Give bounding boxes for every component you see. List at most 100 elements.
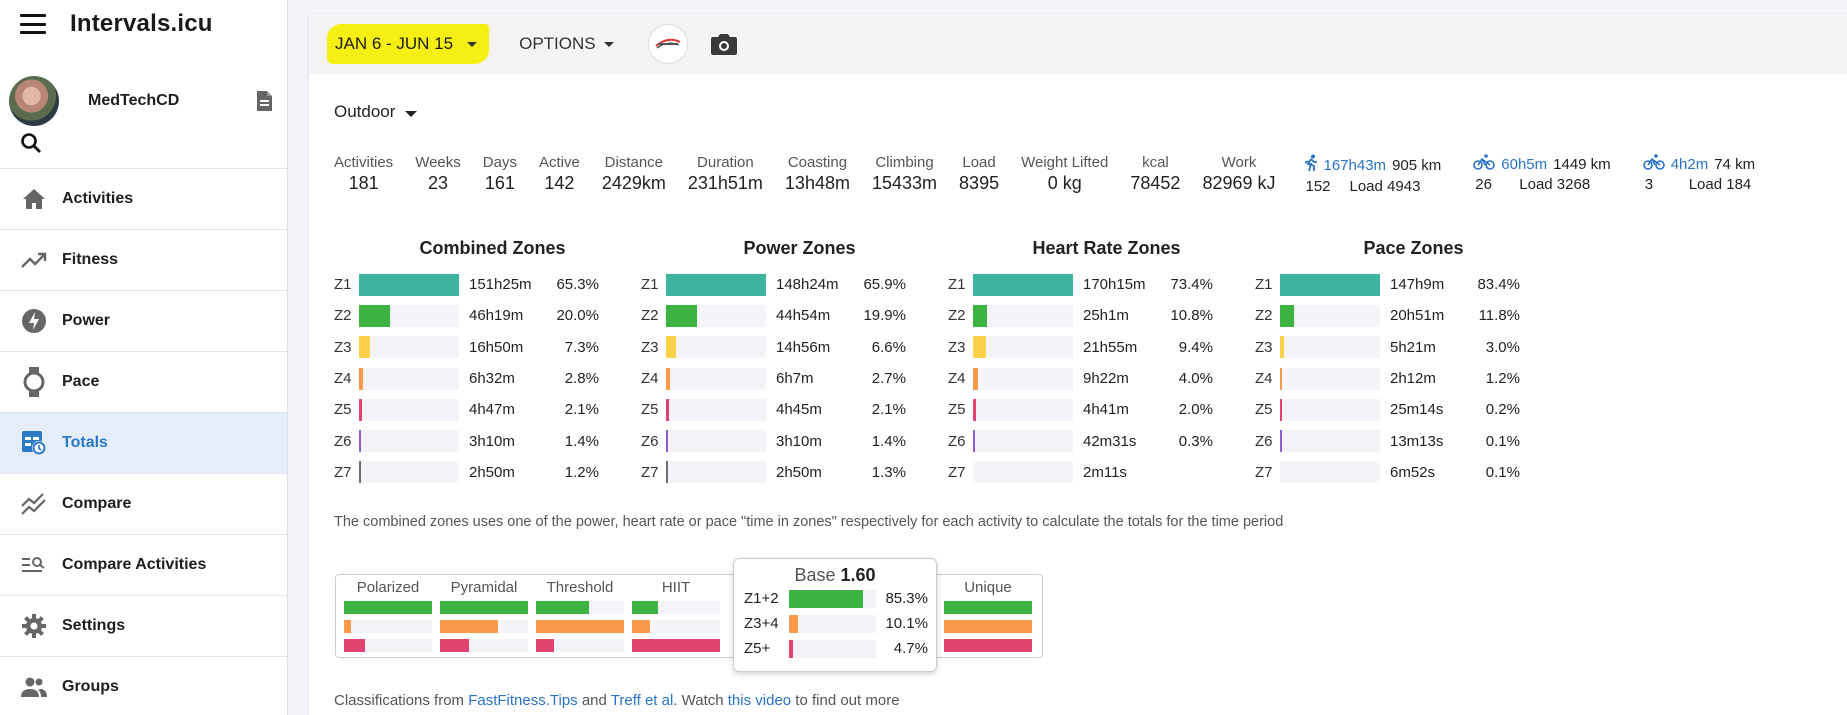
zone-bar-fill bbox=[666, 336, 676, 359]
camera-icon[interactable] bbox=[710, 32, 738, 56]
sidebar-item-pace[interactable]: Pace bbox=[0, 352, 287, 413]
sport-summary[interactable]: 60h5m 1449 km 26 Load 3268 bbox=[1473, 154, 1611, 195]
zone-row: Z1 148h24m 65.9% bbox=[641, 269, 948, 300]
chevron-down-icon bbox=[603, 41, 614, 47]
classification-pyramidal[interactable]: Pyramidal bbox=[440, 579, 528, 658]
menu-icon[interactable] bbox=[20, 14, 46, 34]
stat-days: Days 161 bbox=[483, 154, 517, 195]
zone-label: Z4 bbox=[948, 370, 966, 388]
classification-unique[interactable]: Unique bbox=[944, 579, 1032, 658]
sport-load: Load 4943 bbox=[1349, 178, 1421, 195]
sport-time[interactable]: 167h43m bbox=[1323, 156, 1387, 174]
zone-percent: 2.1% bbox=[564, 401, 599, 419]
sidebar-item-label: Groups bbox=[62, 678, 119, 695]
zone-bar bbox=[973, 430, 1073, 453]
stats-row: Activities 181 Weeks 23 Days 161 Active 142 Dist… bbox=[334, 154, 1781, 195]
zone-time: 42m31s bbox=[1083, 432, 1137, 450]
tooltip-bar bbox=[789, 614, 876, 633]
zone-bar bbox=[359, 367, 459, 390]
sidebar-search[interactable] bbox=[0, 128, 287, 158]
run-icon bbox=[1304, 154, 1318, 176]
zone-label: Z4 bbox=[334, 370, 352, 388]
stat-label: Load bbox=[962, 154, 996, 171]
zone-table-pace-zones: Pace Zones Z1 147h9m 83.4% Z2 20h51m 11.8% Z3 5h… bbox=[1255, 238, 1562, 488]
zone-label: Z1 bbox=[1255, 276, 1273, 294]
zone-percent: 0.1% bbox=[1485, 432, 1520, 450]
zone-bar bbox=[359, 304, 459, 327]
classifications-box: Polarized Pyramidal Threshold HIIT Unique bbox=[335, 574, 1043, 658]
sport-count: 152 bbox=[1305, 178, 1331, 195]
sport-summary-bottom: 26 Load 3268 bbox=[1473, 176, 1610, 193]
fastfitness-link[interactable]: FastFitness.Tips bbox=[468, 692, 578, 709]
combined-zones-note: The combined zones uses one of the power… bbox=[334, 514, 1284, 530]
zone-percent: 20.0% bbox=[556, 307, 599, 325]
classification-hiit[interactable]: HIIT bbox=[632, 579, 720, 658]
stat-label: Weight Lifted bbox=[1021, 154, 1109, 171]
zone-bar-fill bbox=[1280, 304, 1294, 327]
sidebar-item-settings[interactable]: Settings bbox=[0, 596, 287, 657]
stat-value: 13h48m bbox=[784, 173, 850, 193]
zone-percent: 0.3% bbox=[1178, 432, 1213, 450]
sport-summary[interactable]: 4h2m 74 km 3 Load 184 bbox=[1642, 154, 1755, 195]
zone-time: 14h56m bbox=[776, 338, 831, 356]
stat-label: Activities bbox=[334, 154, 394, 171]
zone-percent: 2.7% bbox=[871, 370, 906, 388]
date-range-button[interactable]: JAN 6 - JUN 15 bbox=[327, 24, 490, 64]
zone-percent: 1.3% bbox=[871, 463, 906, 481]
zone-bar-fill bbox=[1280, 367, 1282, 390]
sport-count: 3 bbox=[1644, 176, 1654, 193]
classification-label: Threshold bbox=[546, 579, 614, 596]
sport-time[interactable]: 60h5m bbox=[1501, 155, 1548, 173]
zone-label: Z7 bbox=[334, 463, 352, 481]
stat-activities: Activities 181 bbox=[334, 154, 393, 195]
classification-threshold[interactable]: Threshold bbox=[536, 579, 624, 658]
stat-duration: Duration 231h51m bbox=[688, 154, 763, 195]
tooltip-row-percent: 85.3% bbox=[885, 590, 928, 607]
sidebar-item-totals[interactable]: Totals bbox=[0, 413, 287, 474]
classification-polarized[interactable]: Polarized bbox=[344, 579, 432, 658]
zone-percent: 1.4% bbox=[564, 432, 599, 450]
stat-value: 8395 bbox=[959, 173, 1000, 193]
sidebar-item-activities[interactable]: Activities bbox=[0, 169, 287, 230]
classification-bar bbox=[344, 601, 432, 614]
avatar[interactable] bbox=[9, 76, 59, 126]
zone-label: Z6 bbox=[334, 432, 352, 450]
classification-bar-fill bbox=[536, 639, 554, 652]
zone-bar-fill bbox=[359, 430, 361, 453]
zone-bar bbox=[666, 398, 766, 421]
zone-row: Z3 14h56m 6.6% bbox=[641, 332, 948, 363]
zone-label: Z4 bbox=[641, 370, 659, 388]
sidebar-item-groups[interactable]: Groups bbox=[0, 657, 287, 715]
activity-filter-dropdown[interactable]: Outdoor bbox=[334, 102, 418, 122]
classification-label: Pyramidal bbox=[450, 579, 518, 596]
stat-active: Active 142 bbox=[539, 154, 580, 195]
zone-bar bbox=[666, 367, 766, 390]
zone-time: 4h47m bbox=[469, 401, 515, 419]
zone-bar bbox=[359, 398, 459, 421]
document-icon[interactable] bbox=[255, 90, 273, 112]
sport-summary-top: 4h2m 74 km bbox=[1642, 154, 1755, 174]
tooltip-row-percent: 10.1% bbox=[885, 615, 928, 632]
sidebar-item-compare-activities[interactable]: Compare Activities bbox=[0, 535, 287, 596]
zone-bar-fill bbox=[666, 461, 668, 484]
groups-icon bbox=[20, 673, 48, 701]
video-link[interactable]: this video bbox=[727, 692, 792, 709]
treff-link[interactable]: Treff et al bbox=[610, 692, 674, 709]
team-logo[interactable] bbox=[647, 24, 688, 64]
sport-summary[interactable]: 167h43m 905 km 152 Load 4943 bbox=[1304, 154, 1441, 195]
classification-bar-fill bbox=[440, 620, 499, 633]
sport-time[interactable]: 4h2m bbox=[1670, 155, 1709, 173]
sidebar-item-fitness[interactable]: Fitness bbox=[0, 230, 287, 291]
zone-time: 148h24m bbox=[776, 276, 839, 294]
search-icon[interactable] bbox=[20, 132, 42, 154]
user-row[interactable]: MedTechCD bbox=[0, 74, 287, 128]
sport-summary-bottom: 3 Load 184 bbox=[1643, 176, 1755, 193]
zone-bar-fill bbox=[1280, 430, 1282, 453]
sidebar-item-power[interactable]: Power bbox=[0, 291, 287, 352]
zone-label: Z3 bbox=[641, 338, 659, 356]
classification-bar bbox=[536, 620, 624, 633]
zone-percent: 19.9% bbox=[863, 307, 906, 325]
zone-bar-fill bbox=[359, 273, 459, 296]
options-button[interactable]: OPTIONS bbox=[519, 34, 614, 54]
sidebar-item-compare[interactable]: Compare bbox=[0, 474, 287, 535]
